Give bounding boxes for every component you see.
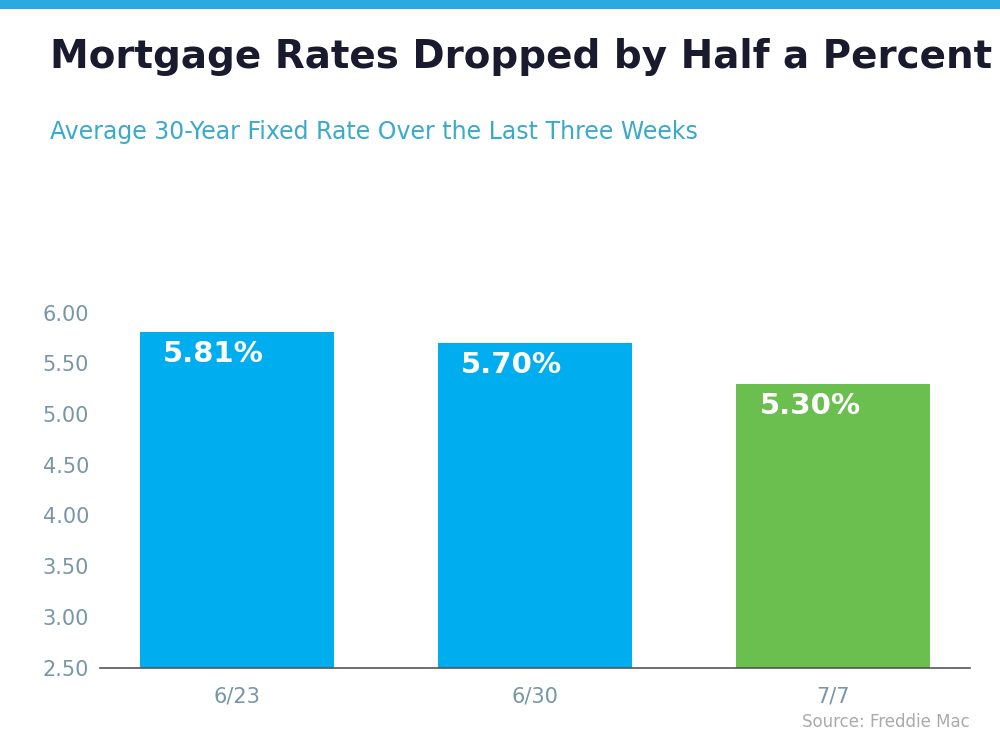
Text: 5.30%: 5.30% [760,392,861,420]
Bar [736,384,930,668]
Text: Source: Freddie Mac: Source: Freddie Mac [802,713,970,731]
Text: Average 30-Year Fixed Rate Over the Last Three Weeks: Average 30-Year Fixed Rate Over the Last… [50,120,698,144]
Text: Mortgage Rates Dropped by Half a Percent: Mortgage Rates Dropped by Half a Percent [50,38,992,76]
Bar [140,332,334,668]
Text: 5.81%: 5.81% [163,340,264,368]
Text: 5.70%: 5.70% [461,351,562,380]
Bar [438,344,632,668]
